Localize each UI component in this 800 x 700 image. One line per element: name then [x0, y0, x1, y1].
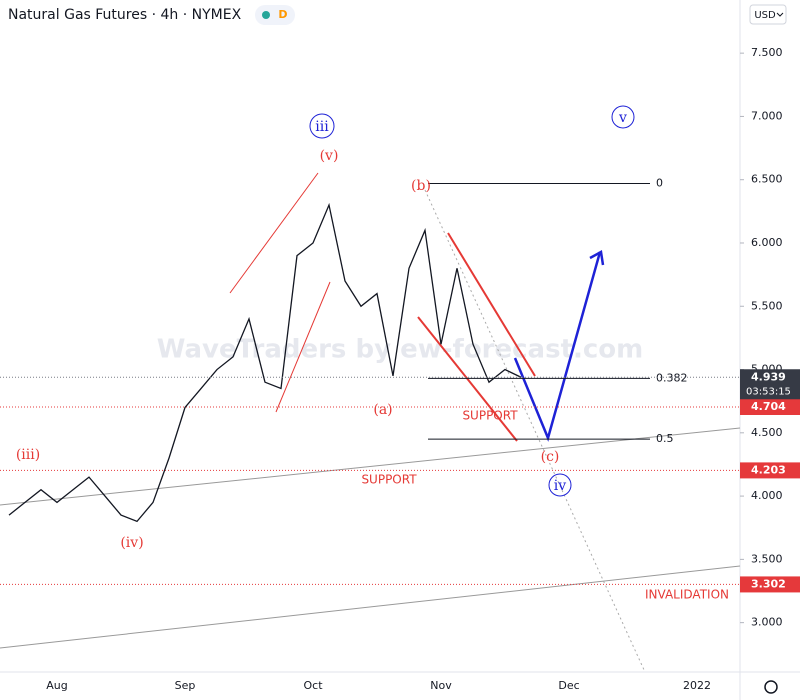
x-tick-label: Aug: [46, 679, 67, 692]
wave-circle: [611, 105, 635, 129]
y-tick-label: 4.500: [751, 426, 783, 439]
y-tick-label: 5.500: [751, 299, 783, 312]
fib-label: 0.5: [656, 432, 674, 445]
x-tick-label: Dec: [558, 679, 579, 692]
invalidation-label: INVALIDATION: [645, 588, 729, 602]
y-tick-label: 3.000: [751, 616, 783, 629]
price-tag-label: 4.704: [751, 400, 786, 413]
trendline: [0, 565, 741, 649]
status-dot: [262, 11, 270, 19]
support-label: SUPPORT: [462, 409, 518, 423]
x-tick-label: Sep: [175, 679, 196, 692]
price-line: [8, 202, 522, 523]
wave-label: (iv): [120, 535, 143, 551]
projection: [513, 251, 602, 442]
status-pill: [255, 5, 295, 25]
channel-line: [229, 172, 319, 294]
wave-label: (a): [373, 402, 392, 418]
wave-label: (c): [541, 449, 560, 465]
plot: 0 0.382 0.5: [0, 177, 740, 585]
support-label: SUPPORT: [361, 473, 417, 487]
wave-label: (b): [411, 178, 431, 194]
wave-label: iv: [554, 478, 566, 494]
wave-label: v: [618, 110, 627, 126]
countdown: 03:53:15: [746, 386, 791, 397]
wave-circle: [309, 113, 335, 139]
currency[interactable]: USD: [754, 10, 776, 21]
last-price-label: 4.939: [751, 370, 786, 383]
channel-line: [447, 232, 536, 377]
watermark: WaveTraders by ew-forecast.com: [157, 335, 644, 365]
x-tick-label: Nov: [430, 679, 452, 692]
channel-line: [417, 316, 518, 442]
x-tick-label: Oct: [303, 679, 323, 692]
badge: D: [278, 8, 287, 21]
x-tick-label: 2022: [683, 679, 711, 692]
settings-icon[interactable]: [764, 680, 778, 694]
wave-circle: [548, 473, 572, 497]
price-tag: [740, 462, 800, 479]
y-tick-label: 3.500: [751, 552, 783, 565]
y-tick-label: 4.000: [751, 489, 783, 502]
y-tick-label: 6.000: [751, 236, 783, 249]
wave-label: (v): [320, 148, 339, 164]
last-price-tag: [740, 369, 800, 400]
price-tag: [740, 398, 800, 415]
y-tick-label: 6.500: [751, 173, 783, 186]
price-tag-label: 4.203: [751, 463, 786, 476]
wave-label: iii: [315, 119, 329, 135]
fib-label: 0.382: [656, 371, 688, 384]
y-tick-label: 7.000: [751, 109, 783, 122]
dropdown-icon[interactable]: [776, 12, 784, 17]
projection-arrow: [589, 250, 605, 266]
currency-button[interactable]: [749, 4, 787, 25]
symbol-title: Natural Gas Futures · 4h · NYMEX: [8, 7, 242, 23]
wave-label: (iii): [16, 447, 40, 463]
channel-line: [275, 281, 331, 413]
trendline: [0, 427, 741, 506]
y-tick-label: 7.500: [751, 46, 783, 59]
price-tag-label: 3.302: [751, 577, 786, 590]
fib-label: 0: [656, 177, 663, 190]
trendline: [424, 189, 646, 673]
price-tag: [740, 576, 800, 593]
